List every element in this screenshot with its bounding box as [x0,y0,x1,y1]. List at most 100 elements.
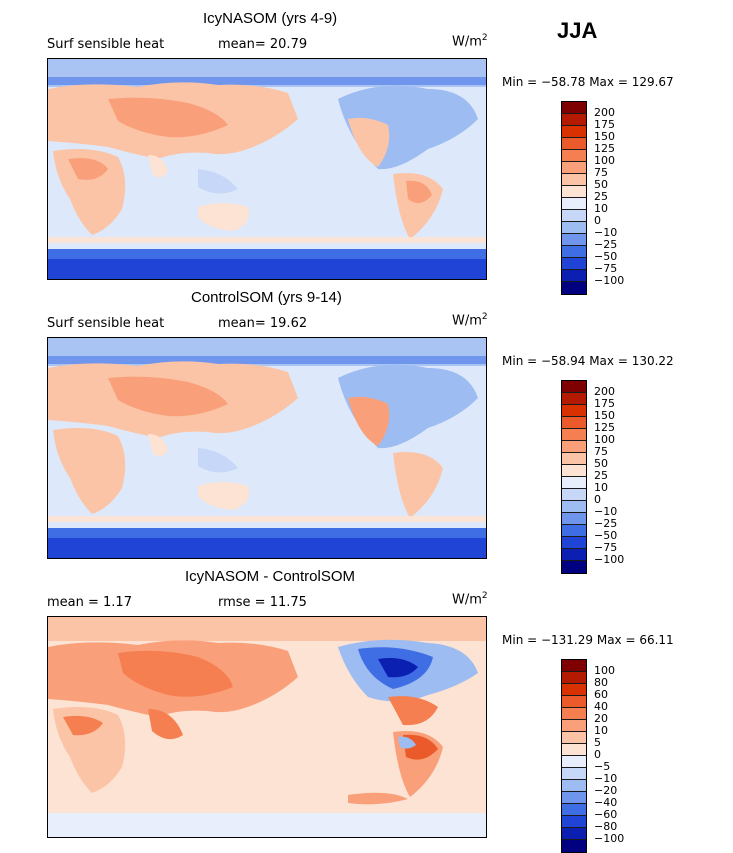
colorbar-swatch [562,477,586,489]
panel-2-colorbar [561,380,587,574]
colorbar-swatch [562,537,586,549]
colorbar-tick-label: 200 [594,385,615,398]
colorbar-swatch [562,744,586,756]
colorbar-swatch [562,198,586,210]
colorbar-tick-label: 50 [594,457,608,470]
colorbar-tick-label: 75 [594,445,608,458]
colorbar-swatch [562,672,586,684]
colorbar-tick-label: 100 [594,664,615,677]
colorbar-tick-label: −100 [594,274,625,287]
panel-1-minmax: Min = −58.78 Max = 129.67 [502,75,674,89]
colorbar-swatch [562,102,586,114]
colorbar-swatch [562,174,586,186]
panel-3-map [47,616,487,838]
colorbar-tick-label: 175 [594,397,615,410]
colorbar-swatch [562,126,586,138]
colorbar-tick-label: 175 [594,118,615,131]
panel-1-map [47,58,487,280]
colorbar-tick-label: −50 [594,250,618,263]
colorbar-tick-label: −25 [594,517,618,530]
panel-3-title: IcyNASOM - ControlSOM [185,568,356,585]
colorbar-tick-label: 75 [594,166,608,179]
panel-3-units: W/m2 [452,591,488,608]
colorbar-swatch [562,828,586,840]
colorbar-tick-label: 0 [594,214,601,227]
colorbar-tick-label: 25 [594,190,608,203]
panel-1-units: W/m2 [452,33,488,50]
colorbar-swatch [562,282,586,294]
colorbar-swatch [562,525,586,537]
colorbar-tick-label: −10 [594,772,618,785]
colorbar-swatch [562,804,586,816]
colorbar-swatch [562,162,586,174]
colorbar-swatch [562,768,586,780]
colorbar-tick-label: 10 [594,202,608,215]
colorbar-tick-label: −50 [594,529,618,542]
colorbar-swatch [562,258,586,270]
panel-2-mean: mean= 19.62 [218,316,308,331]
colorbar-tick-label: −60 [594,808,618,821]
colorbar-swatch [562,513,586,525]
colorbar-swatch [562,234,586,246]
colorbar-swatch [562,792,586,804]
panel-1-mean: mean= 20.79 [218,37,308,52]
panel-2-title: ControlSOM (yrs 9-14) [191,289,342,306]
colorbar-swatch [562,381,586,393]
panel-2-units: W/m2 [452,312,488,329]
colorbar-tick-label: 10 [594,481,608,494]
colorbar-tick-label: 125 [594,421,615,434]
colorbar-swatch [562,732,586,744]
colorbar-swatch [562,270,586,282]
colorbar-swatch [562,660,586,672]
colorbar-swatch [562,417,586,429]
colorbar-tick-label: 0 [594,748,601,761]
colorbar-tick-label: −75 [594,541,618,554]
colorbar-swatch [562,561,586,573]
colorbar-tick-label: 50 [594,178,608,191]
panel-2-map [47,337,487,559]
colorbar-tick-label: 5 [594,736,601,749]
colorbar-swatch [562,453,586,465]
colorbar-tick-label: 100 [594,154,615,167]
colorbar-swatch [562,465,586,477]
colorbar-swatch [562,186,586,198]
colorbar-swatch [562,756,586,768]
colorbar-swatch [562,720,586,732]
panel-1-colorbar [561,101,587,295]
colorbar-swatch [562,708,586,720]
panel-1-colorbar-labels: 200 175 150 125 100 75 50 25 10 0 −10 −25 −50 −75 −100 [594,107,624,287]
panel-3-colorbar-labels: 100 80 60 40 20 10 5 0 −5 −10 −20 −40 −60 −80 −100 [594,665,624,845]
colorbar-tick-label: −10 [594,505,618,518]
colorbar-swatch [562,393,586,405]
colorbar-swatch [562,138,586,150]
colorbar-tick-label: −40 [594,796,618,809]
colorbar-tick-label: 80 [594,676,608,689]
panel-2-variable-label: Surf sensible heat [47,316,165,331]
colorbar-tick-label: −100 [594,832,625,845]
panel-3-colorbar [561,659,587,853]
panel-3-mean: mean = 1.17 [47,595,132,610]
colorbar-tick-label: 60 [594,688,608,701]
colorbar-swatch [562,501,586,513]
colorbar-tick-label: 25 [594,469,608,482]
colorbar-tick-label: −25 [594,238,618,251]
colorbar-tick-label: −20 [594,784,618,797]
colorbar-swatch [562,816,586,828]
panel-3-rmse: rmse = 11.75 [218,595,307,610]
panel-2-minmax: Min = −58.94 Max = 130.22 [502,354,674,368]
colorbar-tick-label: 0 [594,493,601,506]
panel-3-minmax: Min = −131.29 Max = 66.11 [502,633,674,647]
colorbar-tick-label: −75 [594,262,618,275]
colorbar-swatch [562,246,586,258]
colorbar-tick-label: 40 [594,700,608,713]
colorbar-tick-label: −100 [594,553,625,566]
colorbar-tick-label: −80 [594,820,618,833]
colorbar-swatch [562,684,586,696]
colorbar-tick-label: 20 [594,712,608,725]
panel-1-variable-label: Surf sensible heat [47,37,165,52]
season-label: JJA [557,18,598,43]
colorbar-tick-label: 200 [594,106,615,119]
colorbar-swatch [562,780,586,792]
colorbar-tick-label: 125 [594,142,615,155]
colorbar-tick-label: −10 [594,226,618,239]
